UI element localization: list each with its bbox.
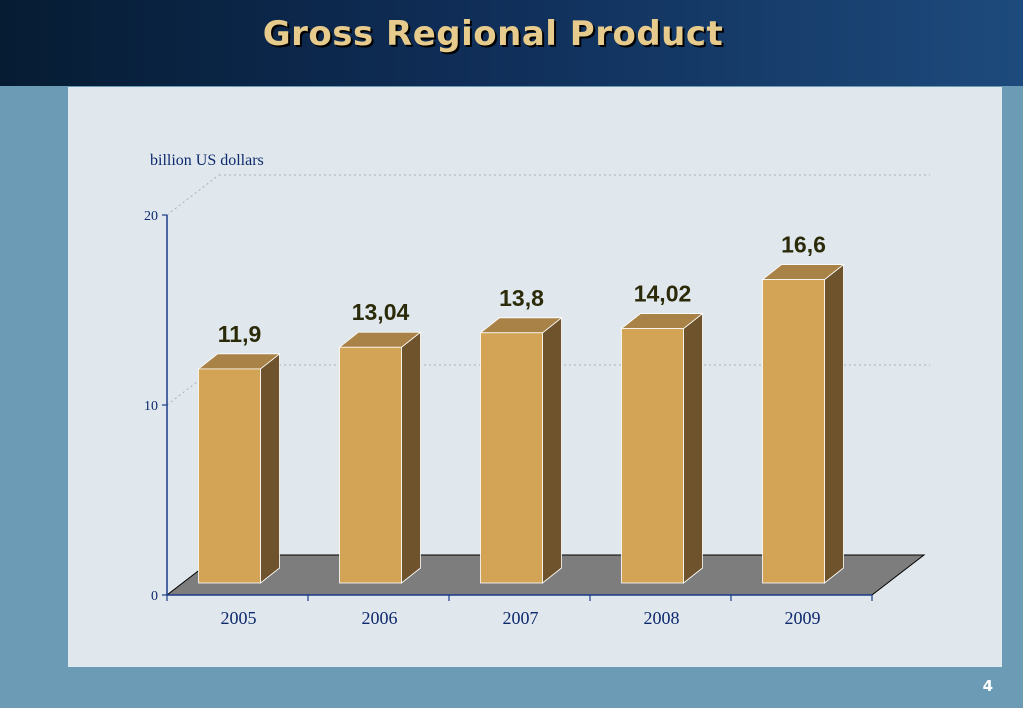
x-tick-label: 2006 — [362, 608, 398, 628]
bar-side-face — [542, 316, 562, 584]
right-margin-strip — [1002, 86, 1023, 708]
title-bar: Gross Regional Product — [0, 0, 1023, 86]
axis-layer: 0 10 20 — [144, 209, 873, 604]
bar-2009 — [761, 263, 845, 584]
data-label: 13,04 — [352, 299, 410, 325]
y-tick-label: 20 — [144, 209, 158, 224]
bar-front-face — [480, 332, 543, 584]
data-label: 13,8 — [499, 285, 544, 311]
bar-2006 — [338, 331, 422, 584]
grid-layer — [166, 174, 930, 406]
data-label: 11,9 — [218, 321, 262, 347]
bar-side-face — [401, 331, 421, 584]
bar-front-face — [621, 328, 684, 584]
x-tick-label: 2008 — [644, 608, 680, 628]
data-label: 16,6 — [781, 232, 826, 258]
data-label: 14,02 — [634, 281, 692, 307]
bar-side-face — [683, 312, 703, 584]
y-tick-label: 10 — [144, 399, 158, 414]
slide-title: Gross Regional Product — [262, 14, 724, 54]
gridline-diagonal — [166, 364, 220, 406]
bar-side-face — [260, 353, 280, 584]
bar-2005 — [197, 353, 281, 584]
x-tick-label: 2005 — [221, 608, 257, 628]
bar-2008 — [620, 312, 704, 584]
bar-side-face — [824, 263, 844, 584]
bars-layer — [197, 263, 845, 584]
bar-front-face — [339, 346, 402, 584]
unit-label: billion US dollars — [150, 152, 264, 169]
gridline-diagonal — [166, 174, 220, 216]
bar-front-face — [762, 279, 825, 584]
y-tick-label: 0 — [151, 589, 158, 604]
bar-front-face — [198, 368, 261, 584]
x-tick-label: 2007 — [503, 608, 539, 628]
labels-layer: 11,9 2005 13,04 2006 13,8 2007 14,02 2008 16,6 20… — [218, 232, 826, 628]
left-margin-strip — [0, 86, 68, 708]
x-tick-label: 2009 — [785, 608, 821, 628]
footer-strip — [68, 667, 1023, 708]
bar-2007 — [479, 316, 563, 584]
page-number: 4 — [982, 677, 993, 695]
